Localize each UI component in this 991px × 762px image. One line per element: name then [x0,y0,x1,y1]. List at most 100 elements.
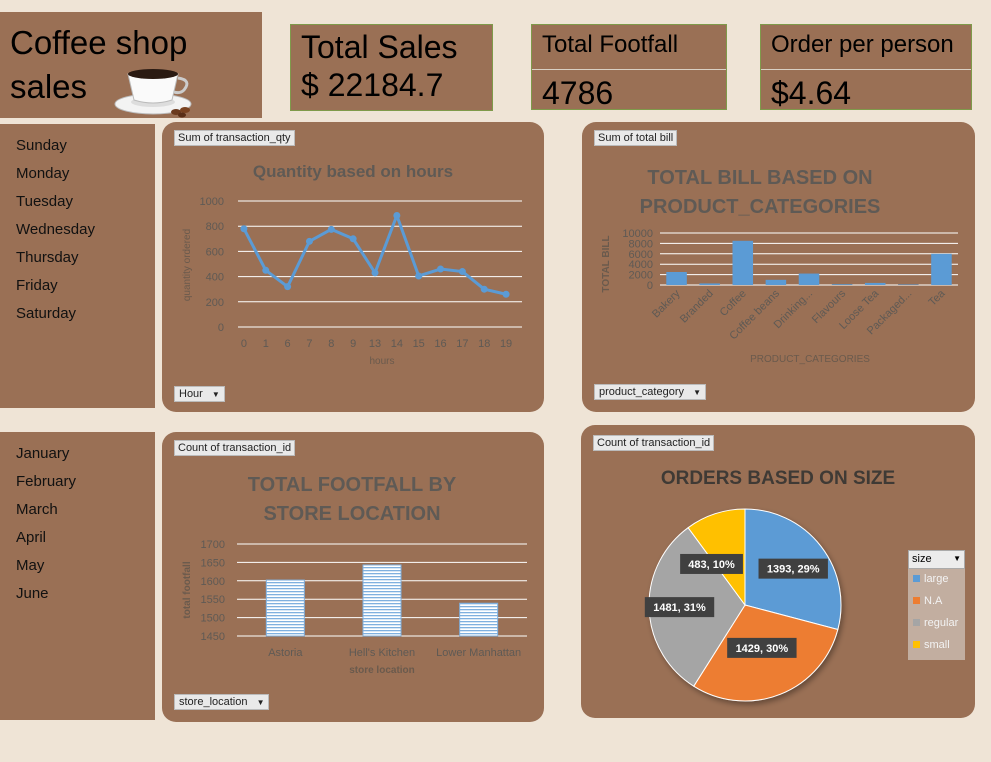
data-point [284,283,292,291]
legend-item[interactable]: regular [913,617,958,629]
kpi-order-per-person: Order per person $4.64 [760,24,972,111]
month-slicer-item[interactable]: February [16,473,77,490]
y-tick-label: 0 [218,322,224,334]
y-tick-label: 4000 [629,259,653,271]
kpi-total-sales-value: $ 22184.7 [301,67,444,103]
y-tick-label: 600 [206,246,224,258]
day-slicer-item[interactable]: Wednesday [16,221,95,238]
legend-swatch [913,597,920,604]
bill-bar-chart: TOTAL BILL BASED ON PRODUCT_CATEGORIES P… [601,167,958,365]
legend-item[interactable]: small [913,639,950,651]
hours-line-chart-card: Sum of transaction_qty Hour ▼ Quantity b… [162,122,544,412]
data-point [393,211,401,219]
chart-title-line1: TOTAL FOOTFALL BY [248,474,457,496]
day-slicer-item[interactable]: Monday [16,165,70,182]
x-tick-label: 16 [434,338,446,350]
bar [898,284,919,285]
y-tick-label: 1450 [201,631,225,643]
coffee-cup-icon [114,69,192,118]
chart-title-line2: PRODUCT_CATEGORIES [640,196,881,218]
y-tick-label: 6000 [629,249,653,261]
x-tick-label: Hell's Kitchen [349,647,415,659]
day-slicer-item[interactable]: Friday [16,277,58,294]
legend-title: size [912,553,932,565]
month-slicer-item[interactable]: March [16,501,58,518]
legend-filter-button[interactable]: size ▼ [908,550,965,569]
chevron-down-icon: ▼ [211,390,220,399]
bar [798,273,820,285]
series-line [242,213,507,296]
data-point [437,265,445,273]
legend-label: large [924,573,949,585]
data-label-box [758,558,828,579]
kpi-total-footfall-label: Total Footfall [542,31,679,58]
x-tick-label: 0 [241,338,247,350]
product-category-filter-button[interactable]: product_category ▼ [594,384,706,400]
x-axis-title: hours [369,356,394,367]
size-pie-chart-card: Count of transaction_id ORDERS BASED ON … [581,425,975,718]
y-tick-label: 200 [206,297,224,309]
data-point [327,225,335,233]
x-tick-label: Astoria [268,647,303,659]
bar [362,564,402,637]
bar [459,602,499,637]
data-label: 1393, 29% [767,564,820,576]
month-slicer-item[interactable]: June [16,585,49,602]
day-slicer-item[interactable]: Tuesday [16,193,73,210]
y-axis-title: total footfall [182,561,193,618]
field-tag[interactable]: Count of transaction_id [174,440,296,456]
x-tick-label: 14 [391,338,403,350]
day-slicer-item[interactable]: Saturday [16,305,77,322]
month-slicer-item[interactable]: May [16,557,45,574]
y-tick-label: 800 [206,221,224,233]
legend-swatch [913,575,920,582]
y-tick-label: 1500 [201,613,225,625]
kpi-order-per-person-value: $4.64 [771,75,852,111]
store-location-filter-button[interactable]: store_location ▼ [174,694,270,710]
data-label-box [644,597,715,618]
bar [265,579,305,637]
data-point [371,269,379,277]
legend-label: regular [924,617,959,629]
day-slicer-item[interactable]: Thursday [16,249,79,266]
data-label-box [680,553,743,574]
data-point [502,290,510,298]
day-slicer-item[interactable]: Sunday [16,137,67,154]
x-axis-title: PRODUCT_CATEGORIES [750,354,870,365]
bar [765,279,787,285]
month-slicer-item[interactable]: January [16,445,70,462]
y-tick-label: 10000 [622,228,653,240]
footfall-bar-chart: TOTAL FOOTFALL BY STORE LOCATION store l… [182,474,527,676]
x-tick-label: 7 [306,338,312,350]
field-tag[interactable]: Count of transaction_id [593,435,715,451]
x-tick-label: 9 [350,338,356,350]
kpi-order-per-person-label: Order per person [771,31,954,58]
hour-filter-label: Hour [179,388,203,400]
field-tag[interactable]: Sum of total bill [594,130,678,146]
legend-label: small [924,639,950,651]
data-point [480,285,488,293]
bar [732,240,754,285]
data-point [305,237,313,245]
hour-filter-button[interactable]: Hour ▼ [174,386,225,402]
x-tick-label: 18 [478,338,490,350]
data-point [458,268,466,276]
legend-item[interactable]: large [913,573,948,585]
store-location-filter-label: store_location [179,696,248,708]
chart-title-line1: TOTAL BILL BASED ON [647,167,872,189]
legend-item[interactable]: N.A [913,595,942,607]
y-tick-label: 1650 [201,557,225,569]
y-tick-label: 1000 [200,196,224,208]
data-label-box [727,637,797,658]
product-category-filter-label: product_category [599,386,684,398]
chart-title-line2: STORE LOCATION [263,503,440,525]
bill-bar-chart-card: Sum of total bill product_category ▼ TOT… [582,122,975,412]
bar [699,283,720,285]
chevron-down-icon: ▼ [693,388,701,397]
x-tick-label: Tea [927,287,949,309]
month-slicer: January February March April May June [0,432,155,720]
month-slicer-item[interactable]: April [16,529,47,546]
kpi-total-sales: Total Sales $ 22184.7 [290,24,493,111]
legend-swatch [913,641,920,648]
field-tag[interactable]: Sum of transaction_qty [174,130,295,146]
